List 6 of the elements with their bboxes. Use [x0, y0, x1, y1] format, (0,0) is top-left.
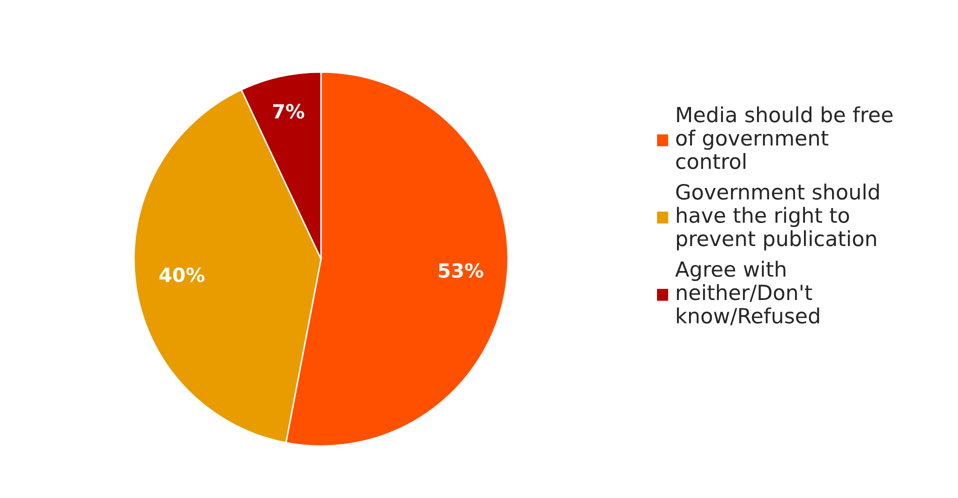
- data-label: 7%: [273, 104, 304, 119]
- legend-label: Agree with neither/Don't know/Refused: [675, 260, 820, 326]
- data-label: 40%: [159, 268, 205, 282]
- legend-label: Government should have the right to prevent publication: [676, 184, 879, 250]
- data-label: 53%: [438, 263, 484, 278]
- legend-label: Media should be free of government control: [676, 106, 893, 170]
